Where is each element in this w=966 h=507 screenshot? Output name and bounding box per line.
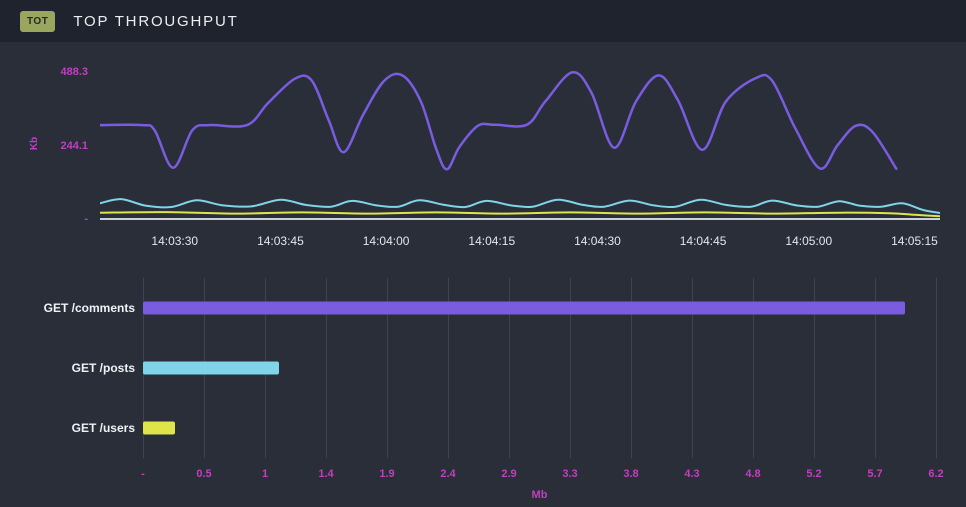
x-axis-tick-label: 3.3 — [562, 468, 578, 480]
x-axis-tick-label: 14:04:15 — [468, 234, 516, 248]
gridline — [387, 278, 388, 458]
x-axis-tick-label: 0.5 — [196, 468, 212, 480]
bar-category-label: GET /posts — [71, 361, 135, 375]
x-axis-tick-label: 4.3 — [684, 468, 700, 480]
gridline — [691, 278, 693, 458]
y-axis-tick-label: - — [84, 213, 88, 225]
bar-get-users[interactable] — [143, 421, 175, 435]
x-axis-tick-label: 4.8 — [745, 468, 761, 480]
x-axis-tick-label: 14:03:30 — [151, 234, 199, 248]
panel-header: TOT TOP THROUGHPUT — [0, 0, 966, 42]
line-chart-plot[interactable] — [100, 59, 940, 231]
x-axis-tick-label: 5.7 — [867, 468, 883, 480]
bar-row: GET /posts — [0, 338, 936, 398]
gridline — [326, 278, 327, 458]
x-axis-tick-label: 14:04:00 — [362, 234, 410, 248]
x-axis-tick-label: 3.8 — [623, 468, 639, 480]
x-axis-tick-label: 2.9 — [501, 468, 517, 480]
x-axis-tick-label: 14:05:00 — [785, 234, 833, 248]
line-series-get-users — [100, 211, 940, 218]
x-axis-tick-label: 14:04:45 — [679, 234, 727, 248]
x-axis-tick-label: - — [141, 468, 145, 480]
y-axis-tick-label: 488.3 — [60, 66, 88, 79]
x-axis-tick-label: 14:05:15 — [891, 234, 938, 248]
gridline — [753, 278, 754, 458]
panel-badge: TOT — [20, 10, 56, 32]
y-axis-tick-label: 244.1 — [60, 139, 88, 152]
throughput-line-chart: Kb 488.3 244.1-14:03:30 14:03:45 14:04:00 14… — [0, 42, 966, 262]
line-series-get-posts — [100, 198, 940, 214]
gridline — [570, 278, 571, 458]
bar-row: GET /comments — [0, 278, 936, 338]
gridline — [814, 278, 815, 458]
x-axis-tick-label: 2.4 — [440, 468, 456, 480]
x-axis-tick-label: 1.9 — [379, 468, 395, 480]
bar-get-posts[interactable] — [143, 361, 279, 375]
bar-category-label: GET /comments — [43, 301, 135, 315]
bar-row: GET /users — [0, 398, 936, 458]
gridline — [509, 278, 510, 458]
x-axis-tick-label: 5.2 — [806, 468, 822, 480]
x-axis-tick-label: 14:03:45 — [257, 234, 304, 248]
panel-title: TOP THROUGHPUT — [73, 12, 239, 30]
gridline — [936, 278, 937, 458]
line-series-get-comments — [100, 71, 898, 171]
gridline — [875, 278, 876, 458]
bar-get-comments[interactable] — [143, 301, 906, 315]
x-axis-unit-label: Mb — [531, 489, 548, 501]
x-axis-tick-label: 1.4 — [318, 468, 334, 480]
gridline — [448, 278, 449, 458]
bar-category-label: GET /users — [71, 421, 135, 435]
x-axis-tick-label: 14:04:30 — [574, 234, 621, 248]
gridline — [631, 278, 632, 458]
x-axis-tick-label: 6.2 — [928, 468, 944, 480]
throughput-bar-chart: GET /comments GET /posts GET /users - 0.5 1 1… — [0, 262, 966, 507]
x-axis-tick-label: 1 — [261, 468, 269, 480]
